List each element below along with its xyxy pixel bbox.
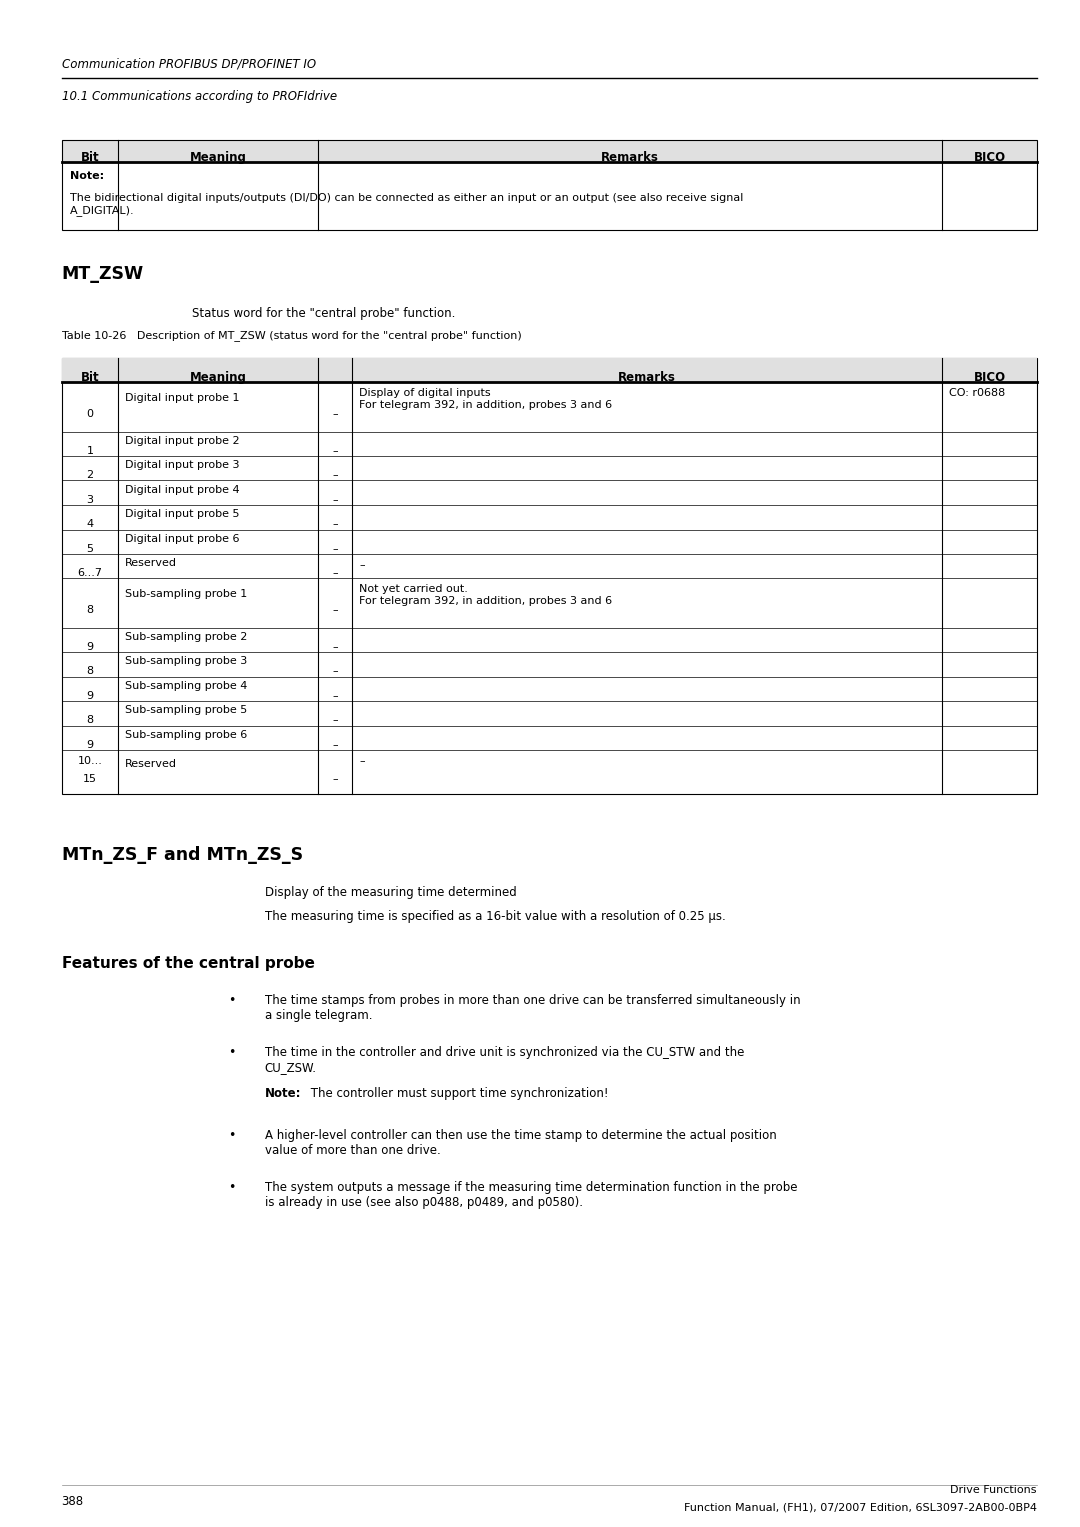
Text: 3: 3 bbox=[86, 495, 93, 505]
Text: –: – bbox=[333, 666, 338, 676]
Text: –: – bbox=[333, 774, 338, 783]
Text: –: – bbox=[333, 715, 338, 725]
Text: –: – bbox=[333, 446, 338, 455]
Text: Digital input probe 3: Digital input probe 3 bbox=[125, 460, 240, 470]
Text: –: – bbox=[360, 756, 365, 767]
Text: Function Manual, (FH1), 07/2007 Edition, 6SL3097-2AB00-0BP4: Function Manual, (FH1), 07/2007 Edition,… bbox=[684, 1503, 1037, 1513]
Text: –: – bbox=[360, 560, 365, 570]
Text: 15: 15 bbox=[83, 774, 97, 783]
Text: Sub-sampling probe 5: Sub-sampling probe 5 bbox=[125, 705, 247, 715]
Bar bbox=[62, 140, 1037, 231]
Text: Note:: Note: bbox=[69, 171, 104, 182]
Text: –: – bbox=[333, 519, 338, 530]
Text: Sub-sampling probe 2: Sub-sampling probe 2 bbox=[125, 632, 247, 641]
Text: Sub-sampling probe 6: Sub-sampling probe 6 bbox=[125, 730, 247, 739]
Text: –: – bbox=[333, 739, 338, 750]
Text: 10...: 10... bbox=[78, 756, 103, 767]
Text: Bit: Bit bbox=[81, 371, 99, 383]
Text: 10.1 Communications according to PROFIdrive: 10.1 Communications according to PROFIdr… bbox=[62, 90, 337, 102]
Text: Display of digital inputs
For telegram 392, in addition, probes 3 and 6: Display of digital inputs For telegram 3… bbox=[360, 388, 612, 411]
Text: Bit: Bit bbox=[81, 151, 99, 165]
Text: 5: 5 bbox=[86, 544, 93, 554]
Text: Drive Functions: Drive Functions bbox=[950, 1484, 1037, 1495]
Text: MTn_ZS_F and MTn_ZS_S: MTn_ZS_F and MTn_ZS_S bbox=[62, 846, 302, 864]
Text: The bidirectional digital inputs/outputs (DI/DO) can be connected as either an i: The bidirectional digital inputs/outputs… bbox=[69, 192, 743, 215]
Text: Reserved: Reserved bbox=[125, 559, 177, 568]
Text: Digital input probe 2: Digital input probe 2 bbox=[125, 435, 240, 446]
Text: Communication PROFIBUS DP/PROFINET IO: Communication PROFIBUS DP/PROFINET IO bbox=[62, 58, 315, 70]
Text: The system outputs a message if the measuring time determination function in the: The system outputs a message if the meas… bbox=[265, 1180, 797, 1209]
Text: Remarks: Remarks bbox=[618, 371, 676, 383]
Text: 8: 8 bbox=[86, 715, 93, 725]
Text: 4: 4 bbox=[86, 519, 93, 530]
Text: Digital input probe 6: Digital input probe 6 bbox=[125, 533, 240, 544]
Text: Display of the measuring time determined: Display of the measuring time determined bbox=[265, 886, 516, 899]
Text: –: – bbox=[333, 470, 338, 481]
Text: –: – bbox=[333, 568, 338, 579]
Text: Meaning: Meaning bbox=[190, 151, 246, 165]
Text: The time in the controller and drive unit is synchronized via the CU_STW and the: The time in the controller and drive uni… bbox=[265, 1046, 744, 1073]
Text: Digital input probe 5: Digital input probe 5 bbox=[125, 508, 240, 519]
Text: Sub-sampling probe 3: Sub-sampling probe 3 bbox=[125, 657, 247, 666]
Text: •: • bbox=[229, 1128, 235, 1142]
Text: –: – bbox=[333, 409, 338, 418]
Bar bbox=[62, 140, 1037, 162]
Text: Remarks: Remarks bbox=[602, 151, 659, 165]
Bar bbox=[62, 357, 1037, 794]
Text: Sub-sampling probe 1: Sub-sampling probe 1 bbox=[125, 589, 247, 599]
Text: Meaning: Meaning bbox=[190, 371, 246, 383]
Text: 9: 9 bbox=[86, 739, 93, 750]
Text: MT_ZSW: MT_ZSW bbox=[62, 266, 144, 282]
Text: •: • bbox=[229, 994, 235, 1006]
Text: Table 10-26   Description of MT_ZSW (status word for the "central probe" functio: Table 10-26 Description of MT_ZSW (statu… bbox=[62, 330, 522, 341]
Text: Digital input probe 1: Digital input probe 1 bbox=[125, 392, 240, 403]
Text: The time stamps from probes in more than one drive can be transferred simultaneo: The time stamps from probes in more than… bbox=[265, 994, 800, 1022]
Text: Not yet carried out.
For telegram 392, in addition, probes 3 and 6: Not yet carried out. For telegram 392, i… bbox=[360, 585, 612, 606]
Text: 9: 9 bbox=[86, 641, 93, 652]
Text: CO: r0688: CO: r0688 bbox=[949, 388, 1005, 399]
Text: BICO: BICO bbox=[973, 151, 1005, 165]
Text: 1: 1 bbox=[86, 446, 93, 455]
Text: –: – bbox=[333, 605, 338, 615]
Text: 8: 8 bbox=[86, 666, 93, 676]
Text: 2: 2 bbox=[86, 470, 93, 481]
Text: –: – bbox=[333, 544, 338, 554]
Text: –: – bbox=[333, 641, 338, 652]
Bar bbox=[62, 357, 1037, 382]
Text: –: – bbox=[333, 495, 338, 505]
Text: •: • bbox=[229, 1180, 235, 1194]
Text: The controller must support time synchronization!: The controller must support time synchro… bbox=[307, 1087, 608, 1099]
Text: –: – bbox=[333, 690, 338, 701]
Text: Note:: Note: bbox=[265, 1087, 301, 1099]
Text: A higher-level controller can then use the time stamp to determine the actual po: A higher-level controller can then use t… bbox=[265, 1128, 777, 1156]
Text: 388: 388 bbox=[62, 1495, 83, 1509]
Text: •: • bbox=[229, 1046, 235, 1060]
Text: Status word for the "central probe" function.: Status word for the "central probe" func… bbox=[192, 307, 456, 321]
Text: The measuring time is specified as a 16-bit value with a resolution of 0.25 μs.: The measuring time is specified as a 16-… bbox=[265, 910, 726, 922]
Text: BICO: BICO bbox=[973, 371, 1005, 383]
Text: Sub-sampling probe 4: Sub-sampling probe 4 bbox=[125, 681, 247, 690]
Text: 8: 8 bbox=[86, 605, 93, 615]
Text: Features of the central probe: Features of the central probe bbox=[62, 956, 314, 971]
Text: 0: 0 bbox=[86, 409, 93, 418]
Text: Digital input probe 4: Digital input probe 4 bbox=[125, 484, 240, 495]
Text: Reserved: Reserved bbox=[125, 759, 177, 770]
Text: 6...7: 6...7 bbox=[78, 568, 103, 579]
Text: 9: 9 bbox=[86, 690, 93, 701]
